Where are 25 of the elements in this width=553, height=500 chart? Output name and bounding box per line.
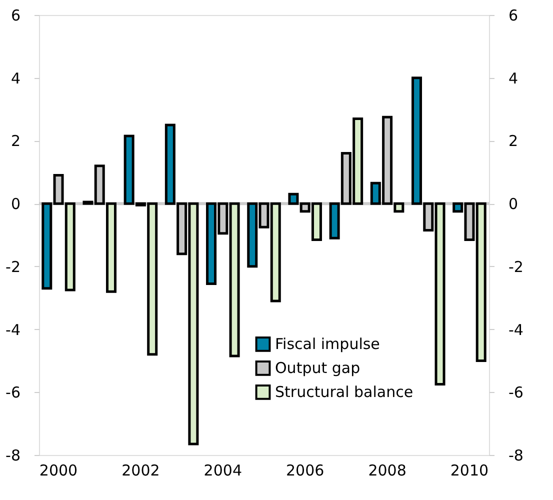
x-tick-label: 2010 [450,462,489,480]
y2-tick-label: 0 [508,195,518,214]
y-tick-label: -8 [6,446,20,464]
legend-label: Output gap [275,359,360,378]
y-tick-label: -2 [6,258,20,276]
y2-tick-label: -2 [508,258,524,276]
y2-tick-label: 6 [508,6,518,24]
y-tick-label: 0 [10,195,20,214]
y2-tick-label: 4 [508,69,518,88]
y-tick-label: -4 [6,320,20,339]
y2-tick-label: 2 [508,132,518,150]
legend-label: Fiscal impulse [275,335,380,354]
x-tick-label: 2004 [204,462,242,480]
y-tick-label: 2 [10,132,20,150]
x-tick-label: 2002 [122,462,160,480]
y-tick-label: -6 [6,384,20,402]
legend-label: Structural balance [275,383,414,402]
x-tick-label: 2008 [368,462,406,480]
y-tick-label: 6 [10,6,20,24]
y2-tick-label: -6 [508,384,524,402]
x-tick-label: 2000 [39,462,78,480]
x-tick-label: 2006 [286,462,324,480]
y2-tick-label: -4 [508,320,524,339]
y-tick-label: 4 [10,69,20,88]
y2-tick-label: -8 [508,446,524,464]
